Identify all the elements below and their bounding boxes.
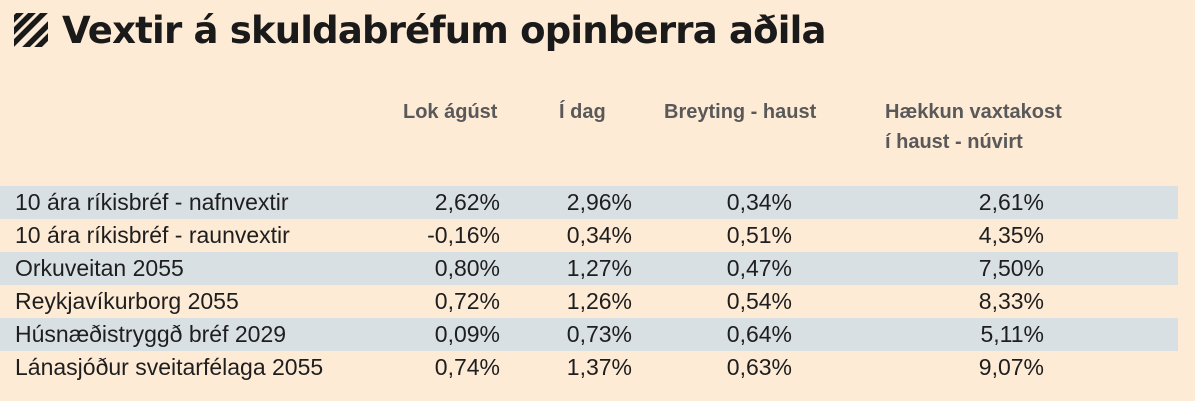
table-row: Lánasjóður sveitarfélaga 2055 0,74% 1,37% 0… [0, 351, 1178, 384]
cell-i-dag: 1,27% [566, 255, 632, 281]
table-row: 10 ára ríkisbréf - raunvextir -0,16% 0,34%… [0, 219, 1178, 252]
cell-i-dag: 1,26% [566, 288, 632, 314]
title-row: Vextir á skuldabréfum opinberra aðila [14, 4, 827, 56]
cell-i-dag: 2,96% [566, 189, 632, 215]
cell-haekkun: 4,35% [978, 222, 1044, 248]
header-haekkun: Hækkun vaxtakost í haust - núvirt [885, 97, 1062, 157]
cell-row-name: 10 ára ríkisbréf - nafnvextir [15, 189, 289, 215]
table-row: Húsnæðistryggð bréf 2029 0,09% 0,73% 0,64% 5… [0, 318, 1178, 351]
cell-row-name: 10 ára ríkisbréf - raunvextir [15, 222, 290, 248]
cell-lok-agust: 0,80% [434, 255, 500, 281]
cell-breyting: 0,34% [726, 189, 792, 215]
table-row: Orkuveitan 2055 0,80% 1,27% 0,47% 7,50% [0, 252, 1178, 285]
cell-row-name: Húsnæðistryggð bréf 2029 [15, 321, 287, 347]
cell-haekkun: 9,07% [978, 354, 1044, 380]
header-haekkun-line1: Hækkun vaxtakost [885, 101, 1062, 123]
cell-haekkun: 5,11% [980, 321, 1044, 347]
cell-lok-agust: -0,16% [427, 222, 500, 248]
header-i-dag: Í dag [559, 101, 606, 123]
cell-haekkun: 7,50% [978, 255, 1044, 281]
cell-breyting: 0,63% [726, 354, 792, 380]
cell-breyting: 0,47% [726, 255, 792, 281]
cell-breyting: 0,51% [726, 222, 792, 248]
table-row: 10 ára ríkisbréf - nafnvextir 2,62% 2,96% 0… [0, 186, 1178, 219]
cell-row-name: Orkuveitan 2055 [15, 255, 184, 281]
header-lok-agust: Lok ágúst [403, 101, 498, 123]
cell-lok-agust: 0,74% [434, 354, 500, 380]
header-haekkun-line2: í haust - núvirt [885, 131, 1023, 153]
cell-breyting: 0,64% [726, 321, 792, 347]
cell-row-name: Reykjavíkurborg 2055 [15, 288, 239, 314]
diagonal-stripes-icon [14, 13, 48, 47]
cell-lok-agust: 0,09% [434, 321, 500, 347]
cell-haekkun: 2,61% [978, 189, 1044, 215]
cell-lok-agust: 2,62% [434, 189, 500, 215]
cell-lok-agust: 0,72% [434, 288, 500, 314]
cell-row-name: Lánasjóður sveitarfélaga 2055 [15, 354, 324, 380]
table-row: Reykjavíkurborg 2055 0,72% 1,26% 0,54% 8,33% [0, 285, 1178, 318]
cell-haekkun: 8,33% [978, 288, 1044, 314]
chart-title: Vextir á skuldabréfum opinberra aðila [62, 8, 827, 52]
cell-breyting: 0,54% [726, 288, 792, 314]
data-table: 10 ára ríkisbréf - nafnvextir 2,62% 2,96% 0… [0, 186, 1178, 384]
cell-i-dag: 1,37% [566, 354, 632, 380]
cell-i-dag: 0,73% [566, 321, 632, 347]
cell-i-dag: 0,34% [566, 222, 632, 248]
header-breyting: Breyting - haust [664, 101, 817, 123]
